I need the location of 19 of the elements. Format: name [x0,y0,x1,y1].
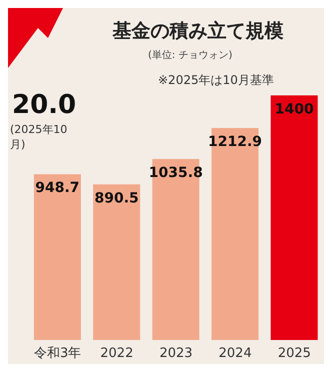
data-label: 1212.9 [208,134,262,150]
x-tick-label: 令和3年 [34,346,82,362]
data-label: 890.5 [94,190,139,206]
x-tick-label: 2022 [100,346,134,362]
bar [93,184,140,340]
bar [270,95,318,340]
bar [34,174,81,340]
data-label: 948.7 [35,180,80,196]
data-label: 1400 [274,101,314,118]
x-tick-label: 2025 [278,346,311,362]
annotation: ※2025年は10月基準 [158,72,274,89]
bar [212,128,259,340]
text: (単位: チョウォン) [148,49,232,62]
x-tick-label: 2024 [218,346,252,362]
data-label: 1035.8 [148,164,203,181]
annotation: 20.0 [12,90,76,120]
annotation: (2025年10月) [10,122,68,152]
x-tick-label: 2023 [159,346,193,362]
text: 基金の積み立て規模 [112,19,284,44]
